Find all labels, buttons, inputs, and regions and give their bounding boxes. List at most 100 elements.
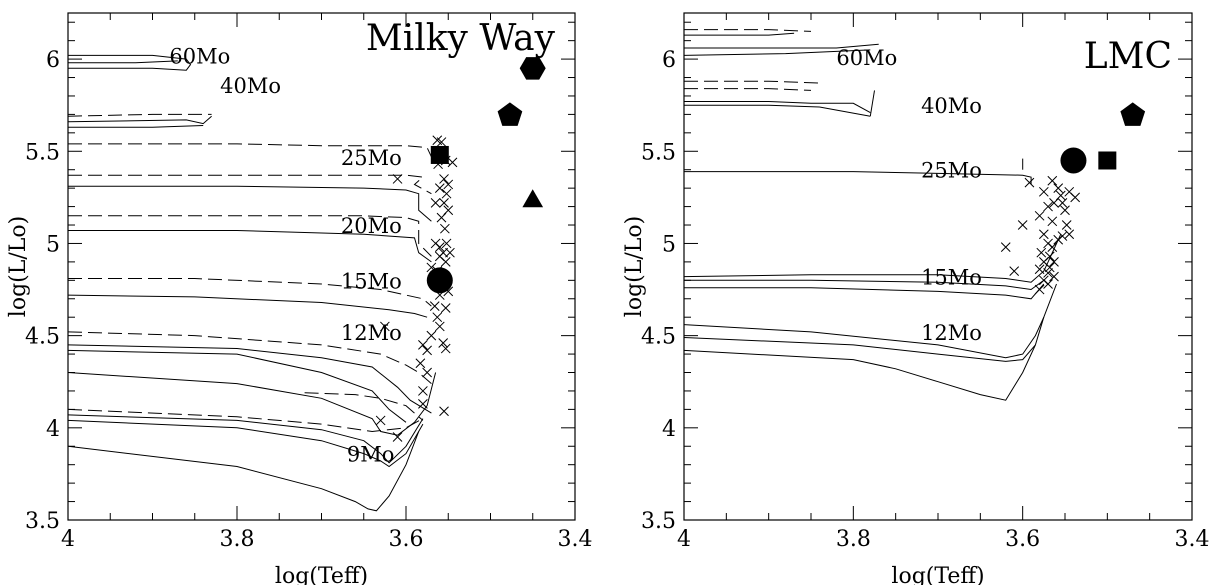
evolutionary-track-15 (684, 283, 1045, 300)
tracks (684, 29, 1062, 401)
cross-point (440, 303, 451, 313)
cross-point (1057, 231, 1068, 241)
cross-point (429, 301, 440, 311)
cross-point (1034, 264, 1045, 275)
cross-point (1047, 175, 1058, 186)
cross-point (426, 330, 437, 341)
cross-point (1049, 198, 1059, 208)
track-label: 15Mo (341, 269, 402, 293)
x-tick-label: 4 (677, 527, 691, 552)
track-label: 9Mo (347, 443, 395, 467)
cross-point (418, 340, 428, 350)
evolutionary-track-5 (68, 113, 212, 117)
y-tick-label: 5 (46, 232, 60, 257)
x-axis-label: log(Teff) (891, 564, 984, 585)
chart-panel-1: 4 3.8 3.6 3.43.544.555.56log(Teff)log(L/Lo)… (6, 12, 593, 585)
evolutionary-track-19 (68, 414, 424, 464)
y-tick-label: 6 (46, 48, 60, 73)
cross-point (1060, 205, 1070, 216)
cross-point (415, 358, 426, 369)
chart-title: LMC (1084, 36, 1172, 77)
y-axis-label: log(L/Lo) (6, 216, 31, 317)
x-tick-label: 4 (61, 527, 75, 552)
cross-point (445, 247, 455, 258)
cross-point (1057, 198, 1068, 208)
track-label: 40Mo (220, 74, 281, 98)
cross-point (1047, 216, 1058, 227)
chart-title: Milky Way (366, 18, 556, 59)
track-label: 15Mo (921, 266, 982, 290)
cross-point (441, 188, 452, 199)
cross-point (434, 183, 445, 193)
evolutionary-track-14 (68, 344, 432, 414)
cross-point (422, 345, 432, 356)
cross-point (1000, 242, 1011, 252)
y-tick-label: 4.5 (641, 325, 676, 350)
cross-point (1064, 229, 1075, 240)
evolutionary-track-7 (68, 174, 432, 195)
cross-points (1000, 175, 1081, 295)
evolutionary-track-14 (684, 279, 1045, 291)
evolutionary-track-10 (68, 230, 432, 263)
y-tick-label: 5 (662, 232, 676, 257)
y-axis-label: log(L/Lo) (622, 216, 647, 317)
x-tick-label: 3.6 (1005, 527, 1040, 552)
cross-point (380, 321, 390, 332)
cross-point (439, 198, 449, 208)
evolutionary-track-10 (819, 106, 871, 117)
evolutionary-track-1 (684, 29, 812, 32)
evolutionary-track-17 (68, 372, 437, 436)
evolutionary-track-11 (684, 171, 1032, 185)
cross-point (434, 321, 445, 332)
tracks (68, 54, 437, 512)
square-marker (1098, 151, 1117, 170)
evolutionary-track-2 (684, 32, 795, 36)
triangle-marker (522, 189, 544, 208)
chart-panel-2: 4 3.8 3.6 3.43.544.555.56log(Teff)log(L/Lo)… (622, 12, 1210, 585)
cross-point (441, 238, 452, 249)
cross-point (1043, 279, 1053, 289)
evolutionary-track-9 (68, 215, 432, 257)
cross-point (1038, 186, 1049, 197)
y-tick-label: 3.5 (641, 509, 676, 534)
y-tick-label: 5.5 (25, 140, 60, 165)
track-label: 60Mo (169, 44, 230, 68)
cross-point (434, 242, 445, 252)
evolutionary-track-1 (68, 54, 192, 71)
evolutionary-track-11 (68, 278, 432, 307)
evolutionary-track-12 (68, 294, 428, 318)
circle-marker (1060, 147, 1087, 174)
y-tick-label: 5.5 (641, 140, 676, 165)
track-label: 12Mo (921, 321, 982, 345)
cross-point (430, 198, 441, 208)
cross-point (418, 386, 428, 396)
evolutionary-track-6 (68, 143, 432, 158)
cross-point (1009, 266, 1020, 276)
cross-point (1047, 242, 1058, 252)
cross-point (1038, 229, 1049, 240)
evolutionary-track-3 (68, 125, 204, 128)
cross-point (436, 212, 447, 223)
evolutionary-track-2 (68, 60, 178, 64)
evolutionary-track-4 (68, 115, 212, 125)
cross-point (392, 432, 403, 442)
x-axis-label: log(Teff) (275, 564, 368, 585)
track-label: 60Mo (836, 46, 897, 70)
hexagon-marker (519, 57, 546, 80)
cross-point (1044, 262, 1055, 273)
x-tick-label: 3.8 (836, 527, 871, 552)
cross-point (440, 223, 450, 234)
cross-point (447, 157, 458, 168)
x-tick-label: 3.6 (389, 527, 424, 552)
track-label: 25Mo (341, 146, 402, 170)
evolutionary-track-9 (869, 90, 875, 117)
evolutionary-track-8 (684, 104, 820, 108)
cross-point (1034, 210, 1045, 221)
cross-point (1049, 257, 1059, 267)
x-tick-label: 3.4 (1175, 527, 1210, 552)
cross-point (1017, 220, 1028, 230)
evolutionary-track-4 (684, 49, 871, 56)
evolutionary-track-13 (684, 233, 1062, 283)
x-tick-label: 3.8 (220, 527, 255, 552)
